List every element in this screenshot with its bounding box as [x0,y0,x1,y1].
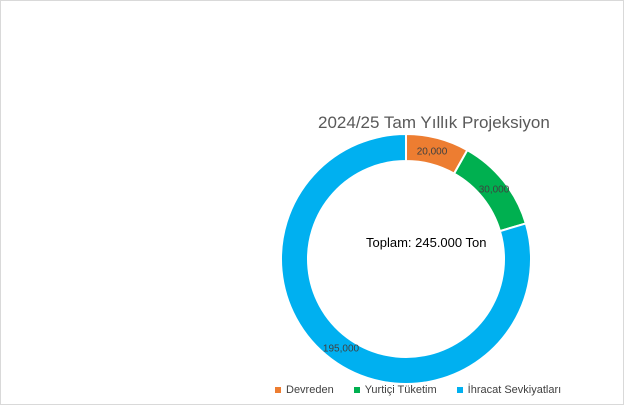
legend-label-ihracat-sevkiyatlari: İhracat Sevkiyatları [467,384,562,396]
data-label-yurtici-tuketim: 30,000 [479,185,510,196]
slice-ihracat-sevkiyatlari [280,132,532,385]
data-label-devreden: 20,000 [417,147,448,158]
chart-title: 2024/25 Tam Yıllık Projeksiyon [318,113,550,132]
legend-item-devreden: Devreden [275,384,334,396]
legend-item-yurtici-tuketim: Yurtiçi Tüketim [353,384,437,396]
legend-swatch-yurtici-tuketim [353,387,360,393]
legend-label-yurtici-tuketim: Yurtiçi Tüketim [364,384,437,396]
legend-label-devreden: Devreden [286,384,334,396]
legend-swatch-devreden [275,387,281,393]
legend: Devreden Yurtiçi Tüketim İhracat Sevkiya… [275,384,581,396]
legend-item-ihracat-sevkiyatlari: İhracat Sevkiyatları [456,384,562,396]
legend-swatch-ihracat-sevkiyatlari [456,387,463,393]
total-label: Toplam: 245.000 Ton [366,235,487,250]
data-label-ihracat-sevkiyatlari: 195,000 [323,344,360,355]
